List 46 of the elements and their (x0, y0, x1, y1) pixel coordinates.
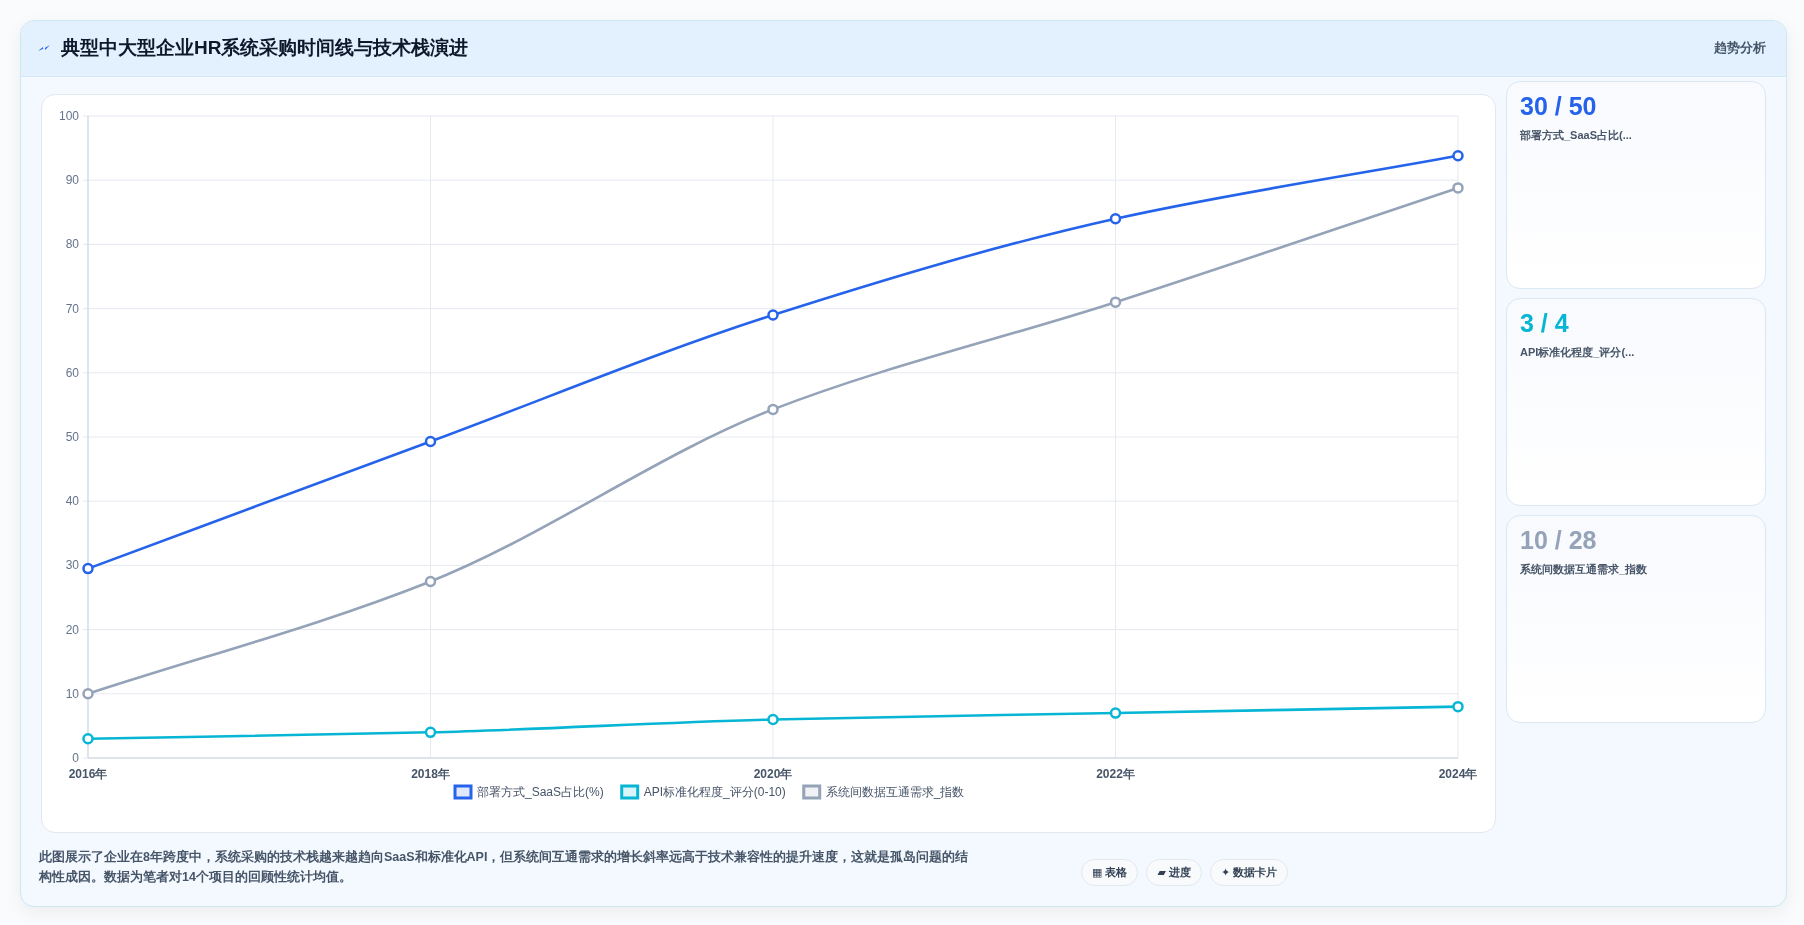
text: 3 / 4 (1520, 309, 1569, 338)
x-tick-label: 2018年 (411, 767, 450, 781)
text: API标准化程度_评分(... (1520, 345, 1635, 360)
text: 趋势分析 (1714, 39, 1766, 57)
text: 系统间数据互通需求_指数 (1520, 562, 1648, 577)
point (1452, 700, 1464, 713)
text: 部署方式_SaaS占比(... (1520, 128, 1632, 143)
point (424, 726, 437, 739)
text: 10 / 28 (1520, 526, 1597, 555)
point (82, 732, 94, 745)
text: 此图展示了企业在8年跨度中，系统采购的技术栈越来越趋向SaaS和标准化API，但系统间互通需求的增长斜率远高于技术兼容性的提升速度，这就是孤岛问题的结构性成因。数据为笔者对14个项目的回顾性统计均值。 (39, 848, 969, 886)
point (1109, 296, 1122, 308)
x-tick-label: 2024年 (1438, 767, 1478, 781)
y-tick-label: 20 (65, 622, 80, 637)
point (767, 309, 779, 321)
text: ✦ 数据卡片 (1209, 859, 1289, 886)
y-tick-label: 10 (65, 686, 80, 701)
point (1109, 212, 1122, 225)
text: ▦ 表格 (1081, 859, 1139, 886)
point (424, 435, 437, 448)
x-tick-label: 2016年 (68, 767, 108, 781)
y-tick-label: 30 (65, 558, 80, 573)
point (1452, 182, 1464, 194)
point (424, 575, 437, 588)
text: ▰ 进度 (1146, 859, 1202, 886)
legend-label: API标准化程度_评分(0-10) (643, 785, 786, 799)
legend-label: 系统间数据互通需求_指数 (825, 785, 965, 799)
y-tick-label: 60 (65, 365, 80, 380)
y-tick-label: 40 (65, 494, 80, 509)
y-tick-label: 100 (58, 109, 80, 123)
text: 30 / 50 (1520, 92, 1597, 121)
point (767, 713, 779, 726)
y-tick-label: 90 (65, 173, 80, 188)
y-tick-label: 80 (65, 237, 80, 252)
y-tick-label: 0 (72, 751, 80, 765)
point (82, 562, 94, 575)
point (1109, 707, 1122, 719)
x-tick-label: 2020年 (753, 767, 793, 781)
point (1452, 150, 1464, 162)
y-tick-label: 50 (65, 430, 80, 444)
x-tick-label: 2022年 (1096, 767, 1135, 781)
point (767, 403, 779, 416)
point (82, 688, 94, 700)
y-tick-label: 70 (65, 301, 80, 316)
legend-label: 部署方式_SaaS占比(%) (477, 785, 604, 799)
chart-title: 典型中大型企业HR系统采购时间线与技术栈演进 (61, 36, 469, 60)
